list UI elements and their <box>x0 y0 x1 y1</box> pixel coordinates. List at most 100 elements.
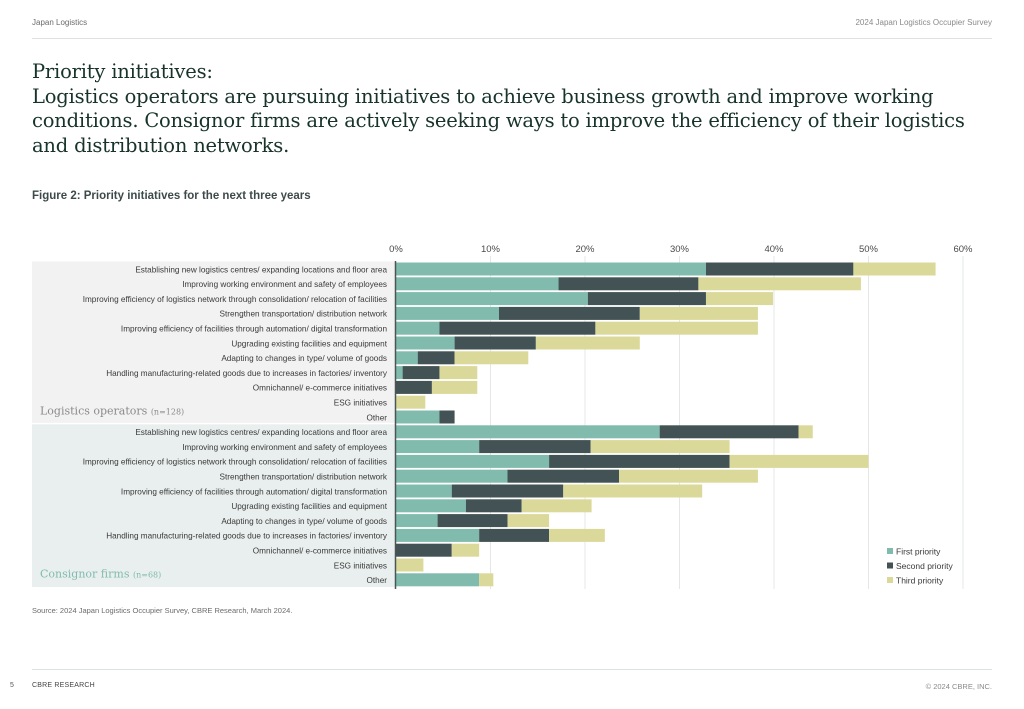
bar-segment-second-priority <box>396 380 432 394</box>
bar-segment-first-priority <box>396 514 438 528</box>
bar-segment-second-priority <box>417 351 455 365</box>
category-label: Improving efficiency of logistics networ… <box>83 295 387 304</box>
legend-label: Third priority <box>896 576 944 586</box>
bar-segment-second-priority <box>454 336 536 350</box>
group-name: Consignor firms <box>40 567 133 580</box>
bar-segment-third-priority <box>507 514 550 528</box>
bar-segment-third-priority <box>698 277 861 291</box>
category-label: Strengthen transportation/ distribution … <box>220 310 388 319</box>
x-tick-label: 20% <box>575 244 595 255</box>
category-label: Adapting to changes in type/ volume of g… <box>221 354 387 363</box>
category-label: Strengthen transportation/ distribution … <box>220 473 388 482</box>
x-tick-label: 0% <box>389 244 403 255</box>
bar-segment-third-priority <box>521 499 592 513</box>
bar-segment-third-priority <box>798 425 813 439</box>
bar-segment-first-priority <box>396 425 660 439</box>
bar-segment-first-priority <box>396 306 500 320</box>
page-title: Priority initiatives: Logistics operator… <box>32 60 992 158</box>
bar-segment-second-priority <box>437 514 508 528</box>
x-tick-label: 60% <box>953 244 973 255</box>
footer-copyright: © 2024 CBRE, INC. <box>925 682 992 691</box>
bar-segment-second-priority <box>558 277 699 291</box>
group-panel-1 <box>32 424 396 588</box>
category-label: Improving working environment and safety… <box>182 443 387 452</box>
bar-segment-first-priority <box>396 321 440 335</box>
category-label: ESG initiatives <box>334 399 387 408</box>
category-label: Upgrading existing facilities and equipm… <box>231 339 387 348</box>
bar-segment-first-priority <box>396 499 466 513</box>
category-label: Other <box>367 576 388 585</box>
bar-segment-second-priority <box>499 306 640 320</box>
bar-segment-first-priority <box>396 484 452 498</box>
legend-label: Second priority <box>896 561 953 571</box>
group-label: Logistics operators (n=128) <box>40 405 184 418</box>
bar-segment-second-priority <box>439 410 455 424</box>
bar-segment-second-priority <box>479 528 550 542</box>
category-label: Handling manufacturing-related goods due… <box>106 532 388 541</box>
bar-segment-first-priority <box>396 277 559 291</box>
legend-label: First priority <box>896 547 941 557</box>
figure-title: Figure 2: Priority initiatives for the n… <box>32 190 311 202</box>
bar-segment-third-priority <box>439 366 478 380</box>
category-label: Improving working environment and safety… <box>182 280 387 289</box>
bar-segment-second-priority <box>402 366 440 380</box>
bar-segment-third-priority <box>729 454 869 468</box>
bar-segment-first-priority <box>396 336 455 350</box>
bar-segment-third-priority <box>454 351 529 365</box>
x-tick-label: 10% <box>481 244 501 255</box>
page-title-heading: Priority initiatives: <box>32 60 213 83</box>
bar-segment-third-priority <box>590 440 730 454</box>
bar-segment-third-priority <box>479 573 494 587</box>
bar-segment-first-priority <box>396 528 480 542</box>
bar-segment-third-priority <box>396 395 426 409</box>
bar-segment-first-priority <box>396 366 403 380</box>
bar-segment-first-priority <box>396 292 588 306</box>
legend-swatch-second-priority <box>887 562 893 569</box>
bar-segment-first-priority <box>396 410 440 424</box>
category-label: Establishing new logistics centres/ expa… <box>135 428 387 437</box>
category-label: Handling manufacturing-related goods due… <box>106 369 388 378</box>
bar-segment-first-priority <box>396 469 508 483</box>
group-sample-size: (n=68) <box>133 570 161 579</box>
bar-segment-second-priority <box>705 262 854 276</box>
header-section-title: Japan Logistics <box>32 18 88 27</box>
bar-segment-second-priority <box>439 321 596 335</box>
bar-segment-second-priority <box>465 499 522 513</box>
x-tick-label: 50% <box>859 244 879 255</box>
category-label: Adapting to changes in type/ volume of g… <box>221 517 387 526</box>
page-number: 5 <box>10 682 14 689</box>
category-label: Improving efficiency of facilities throu… <box>121 325 388 334</box>
bar-segment-third-priority <box>639 306 758 320</box>
bar-segment-second-priority <box>587 292 706 306</box>
category-label: Omnichannel/ e-commerce initiatives <box>253 547 387 556</box>
category-label: Omnichannel/ e-commerce initiatives <box>253 384 387 393</box>
bar-segment-second-priority <box>549 454 730 468</box>
category-label: Establishing new logistics centres/ expa… <box>135 265 387 274</box>
bar-segment-second-priority <box>507 469 620 483</box>
bar-segment-second-priority <box>479 440 591 454</box>
category-label: Improving efficiency of facilities throu… <box>121 487 388 496</box>
bar-segment-second-priority <box>396 543 452 557</box>
bar-segment-third-priority <box>705 292 774 306</box>
legend-swatch-first-priority <box>887 548 893 554</box>
category-label: ESG initiatives <box>334 561 387 570</box>
bar-segment-third-priority <box>451 543 480 557</box>
group-sample-size: (n=128) <box>151 408 184 417</box>
header-report-title: 2024 Japan Logistics Occupier Survey <box>855 18 992 27</box>
header-divider <box>32 38 992 39</box>
legend-swatch-third-priority <box>887 577 893 583</box>
bar-segment-third-priority <box>595 321 758 335</box>
bar-segment-first-priority <box>396 440 480 454</box>
source-note: Source: 2024 Japan Logistics Occupier Su… <box>32 606 293 615</box>
bar-segment-third-priority <box>549 528 605 542</box>
category-label: Upgrading existing facilities and equipm… <box>231 502 387 511</box>
footer-divider <box>32 669 992 670</box>
bar-segment-first-priority <box>396 454 550 468</box>
x-tick-label: 30% <box>670 244 690 255</box>
bar-segment-first-priority <box>396 262 706 276</box>
bar-segment-third-priority <box>431 380 478 394</box>
bar-segment-third-priority <box>535 336 640 350</box>
bar-segment-third-priority <box>853 262 936 276</box>
bar-segment-third-priority <box>563 484 703 498</box>
bar-segment-second-priority <box>659 425 799 439</box>
